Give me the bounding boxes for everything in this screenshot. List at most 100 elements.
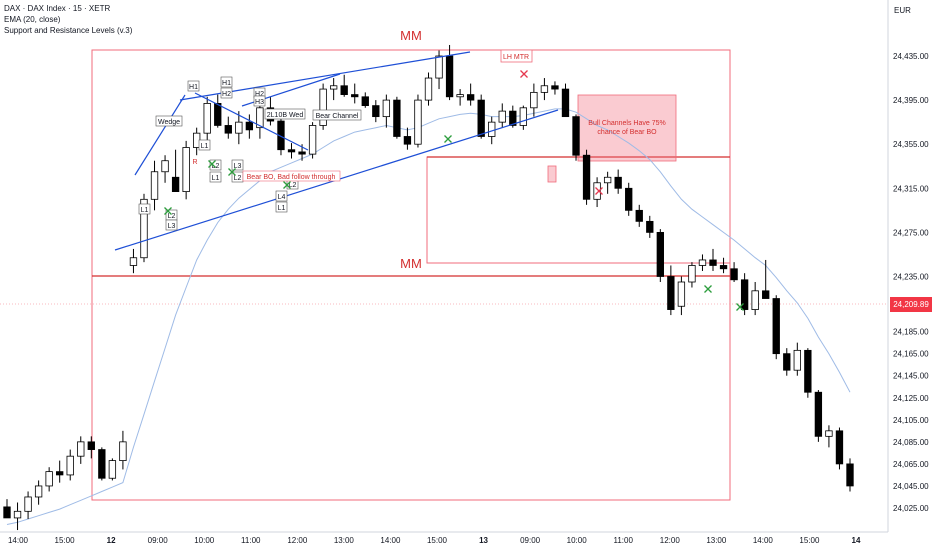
price-tick-label: 24,145.00 [893,372,929,381]
l1-label-b-box [209,171,222,183]
time-tick-label: 09:00 [520,536,541,545]
bull-candle [530,91,538,109]
bull-candle [498,110,506,123]
bear-candle [3,506,11,519]
l1-label-c: L1 [141,207,149,214]
price-tick-label: 24,125.00 [893,394,929,403]
bear-candle [509,110,517,126]
l1-label-c-box [138,203,151,215]
bull-channel-note-line1: Bull Channels Have 75% [588,120,665,127]
chart-legend: DAX · DAX Index · 15 · XETR EMA (20, clo… [4,3,132,36]
bear-candle [361,96,369,107]
bear-candle [762,290,770,299]
ema-legend[interactable]: EMA (20, close) [4,15,61,24]
mm-label-mid: MM [400,256,422,271]
price-tick-label: 24,045.00 [893,482,929,491]
time-tick-label: 10:00 [194,536,215,545]
bear-candle [245,121,254,131]
two-l10b-label: 2L10B Wed [267,112,304,119]
r-label: R [192,159,197,166]
h3-label-box [253,95,266,107]
bear-candle [730,268,738,281]
h1-label-b: H1 [222,80,231,87]
symbol-title[interactable]: DAX · DAX Index · 15 · XETR [4,4,111,13]
price-tick-label: 24,235.00 [893,272,929,281]
bear-candle [561,88,570,118]
annotations: MM MM LH MTR Bull Channels Have 75% chance o… [114,28,744,311]
bear-candle [740,279,749,310]
bear-candle [87,441,95,450]
bull-candle [13,510,22,519]
bull-candle [751,290,759,310]
bull-candle [424,77,433,101]
currency-label[interactable]: EUR [894,6,911,15]
wedge-line-left [134,94,186,176]
bull-candle [688,265,696,283]
l1-label-a: L1 [201,143,209,150]
sr-legend[interactable]: Support and Resistance Levels (v.3) [4,26,133,35]
bear-candle [772,298,780,355]
time-tick-label: 14:00 [753,536,774,545]
time-tick-label: 13:00 [334,536,355,545]
l2-label-c: L2 [168,213,176,220]
bull-candle [161,160,169,173]
l4-label: L4 [278,194,286,201]
time-tick-label: 14:00 [380,536,401,545]
l2-label-a-box [209,159,222,171]
bear-candle [298,151,306,155]
l4-label-box [275,190,288,202]
bull-candle [793,349,801,371]
buy-signal-marker [228,168,236,176]
bull-candle [488,121,496,137]
time-tick-label: 12 [107,536,116,545]
bear-candle [656,231,664,277]
bull-candle [203,103,211,134]
sell-signal-marker [595,187,603,195]
bear-candle [340,85,348,95]
bull-candle [435,55,443,79]
bull-candle [256,107,264,129]
bear-channel-label: Bear Channel [316,113,359,120]
time-tick-label: 11:00 [614,536,634,545]
price-tick-label: 24,275.00 [893,228,929,237]
time-tick-label: 11:00 [241,536,261,545]
buy-signal-marker [208,160,216,168]
l1-label-a-box [198,139,211,151]
time-tick-label: 10:00 [567,536,588,545]
time-tick-label: 13 [479,536,488,545]
bear-candle [445,55,454,98]
bull-candle [677,281,686,307]
buy-signal-marker [283,181,291,189]
bull-candle [140,198,148,259]
bear-candle [804,349,812,393]
price-tick-label: 24,315.00 [893,184,929,193]
bear-candle [783,353,791,371]
bull-candle [45,471,53,487]
price-tick-label: 24,185.00 [893,328,929,337]
bear-candle [224,125,232,134]
bull-candle [825,430,833,437]
bull-candle [308,125,317,155]
bull-candle [77,441,85,457]
price-tick-label: 24,395.00 [893,96,929,105]
ema-line [6,108,851,525]
bear-candle [56,471,64,476]
bull-channel-note-box [577,94,677,162]
bear-candle [646,220,654,233]
h2-label-b: H2 [255,91,264,98]
h1-label-b-box [220,76,233,88]
mm-label-top: MM [400,28,422,43]
bear-candle [835,430,844,465]
l3-label-a: L3 [234,163,242,170]
bull-candle [235,121,243,134]
bear-candle [287,149,296,153]
price-tick-label: 24,065.00 [893,460,929,469]
bear-candle [614,176,622,189]
price-tick-label: 24,085.00 [893,438,929,447]
bear-candle [709,259,717,266]
bull-candle [108,460,117,479]
bull-candle [119,441,127,461]
measured-move-boxes [0,49,888,501]
